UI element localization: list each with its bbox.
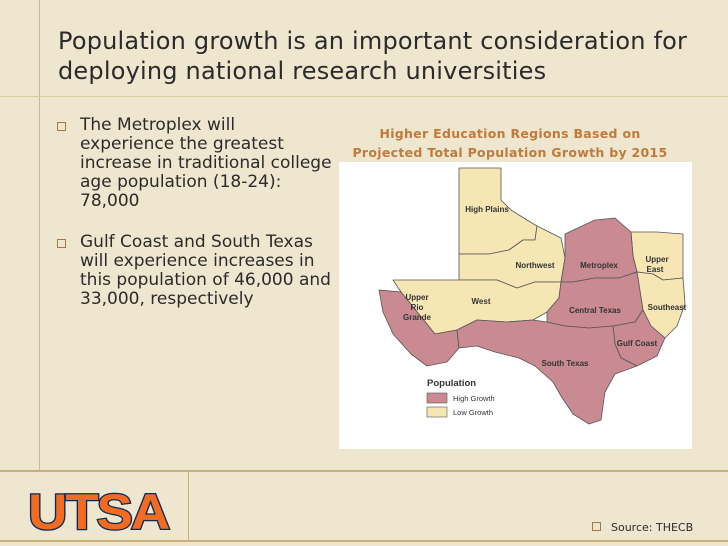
label-west: West <box>472 297 491 306</box>
title-divider <box>0 96 728 97</box>
map-legend: Population High Growth Low Growth <box>426 378 495 418</box>
footer-bottom-line <box>0 540 728 542</box>
label-upper-rio-line-3: Grande <box>403 313 432 322</box>
utsa-logo-text: UTSA <box>28 484 169 537</box>
region-metroplex <box>560 217 638 283</box>
label-southeast: Southeast <box>648 303 687 312</box>
legend-title: Population <box>427 378 476 389</box>
label-northwest: Northwest <box>515 261 554 270</box>
region-south-texas <box>456 319 638 425</box>
label-upper-rio-line-2: Rio <box>411 303 424 312</box>
legend-swatch-low <box>426 406 448 418</box>
bullet-item-metroplex: The Metroplex will experience the greate… <box>54 116 332 211</box>
label-upper-rio-line-1: Upper <box>405 293 428 302</box>
map-title-line-1: Higher Education Regions Based on <box>379 126 641 141</box>
bullet-square-icon <box>57 122 66 131</box>
footer-divider <box>0 470 728 472</box>
texas-map-svg: High Plains Northwest Metroplex Upper Ea… <box>378 167 687 425</box>
label-high-plains: High Plains <box>465 205 509 214</box>
utsa-logo-svg: UTSA <box>27 483 172 542</box>
label-upper-east-line-2: East <box>647 265 664 274</box>
bullet-item-gulf-coast: Gulf Coast and South Texas will experien… <box>54 233 332 309</box>
bullet-square-icon <box>57 239 66 248</box>
label-south-texas: South Texas <box>542 359 590 368</box>
bullet-text: Gulf Coast and South Texas will experien… <box>80 232 331 309</box>
legend-swatch-high <box>426 392 448 404</box>
label-gulf-coast: Gulf Coast <box>617 339 658 348</box>
region-upper-rio-grande <box>378 289 460 367</box>
source-note: Source: THECB <box>592 521 693 534</box>
map-title: Higher Education Regions Based on Projec… <box>340 124 680 162</box>
legend-label-high: High Growth <box>453 394 495 403</box>
footer-vertical-divider <box>188 472 189 540</box>
bullet-text: The Metroplex will experience the greate… <box>80 115 332 211</box>
slide-title: Population growth is an important consid… <box>58 27 688 85</box>
label-metroplex: Metroplex <box>580 261 618 270</box>
label-upper-east-line-1: Upper <box>645 255 668 264</box>
utsa-logo: UTSA <box>26 479 174 542</box>
source-text: Source: THECB <box>611 521 694 534</box>
label-central-texas: Central Texas <box>569 306 621 315</box>
legend-label-low: Low Growth <box>453 408 493 417</box>
bullet-list: The Metroplex will experience the greate… <box>54 116 332 331</box>
left-frame-line <box>39 0 40 470</box>
texas-regions-map: High Plains Northwest Metroplex Upper Ea… <box>339 162 692 449</box>
bullet-square-icon <box>592 522 601 531</box>
map-title-line-2: Projected Total Population Growth by 201… <box>352 145 668 160</box>
